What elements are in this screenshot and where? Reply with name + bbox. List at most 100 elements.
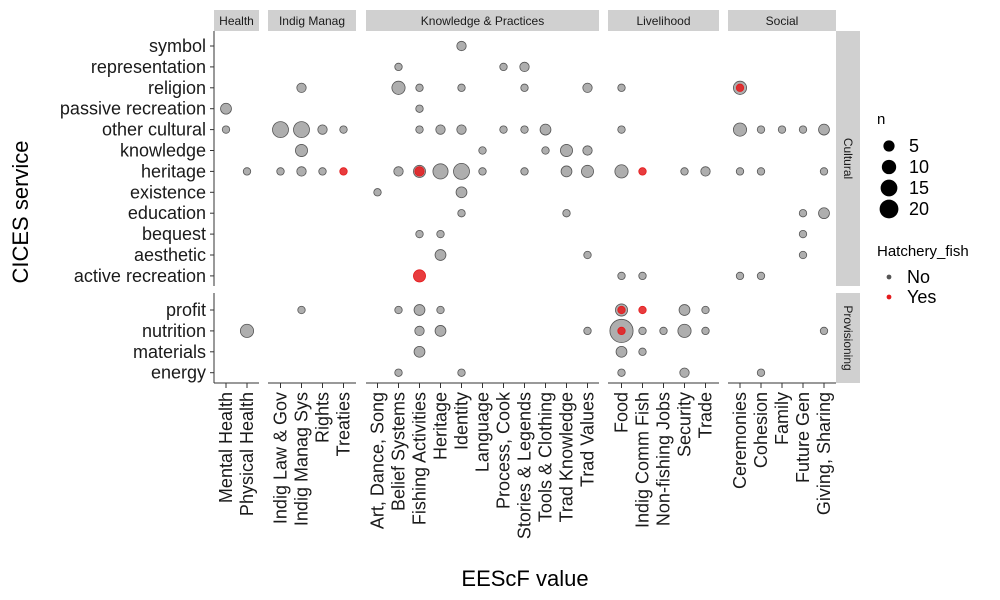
data-point — [221, 125, 231, 134]
data-point — [394, 62, 403, 72]
facet-strip-label: Health — [219, 14, 254, 28]
data-point — [617, 326, 626, 336]
data-point — [756, 368, 766, 377]
x-tick-label: Food — [612, 392, 632, 433]
data-point — [415, 229, 424, 239]
data-point — [732, 122, 748, 137]
legend-color-marker — [886, 294, 892, 300]
data-point — [581, 164, 594, 178]
data-point — [296, 82, 307, 93]
x-tick-label: Indig Law & Gov — [271, 392, 291, 524]
data-point — [456, 124, 467, 135]
data-point — [583, 250, 592, 260]
x-tick-label: Rights — [313, 392, 333, 443]
data-point — [373, 188, 382, 197]
data-point — [339, 125, 348, 134]
legend-color-label: No — [907, 267, 930, 287]
data-point — [638, 271, 647, 281]
y-tick-label: active recreation — [74, 266, 206, 286]
data-point — [457, 368, 466, 377]
x-tick-label: Belief Systems — [389, 392, 409, 511]
y-tick-label: existence — [130, 182, 206, 202]
data-point — [583, 326, 592, 336]
x-tick-label: Tools & Clothing — [536, 392, 556, 522]
data-point — [677, 323, 692, 338]
legend-size-label: 10 — [909, 157, 929, 177]
data-point — [455, 186, 468, 199]
data-point — [276, 167, 285, 176]
x-tick-label: Identity — [452, 392, 472, 450]
data-point — [777, 125, 787, 134]
data-point — [413, 345, 426, 358]
data-point — [582, 145, 593, 156]
facet-strip-label: Indig Manag — [279, 14, 345, 28]
data-point — [798, 209, 808, 218]
data-point — [520, 83, 529, 92]
y-tick-label: other cultural — [102, 120, 206, 140]
x-tick-label: Physical Health — [237, 392, 257, 516]
data-point — [756, 167, 766, 176]
data-point — [701, 326, 710, 336]
data-point — [339, 167, 348, 176]
data-point — [457, 83, 466, 92]
data-point — [520, 167, 529, 176]
legend-size-marker — [883, 140, 895, 152]
data-point — [415, 104, 424, 113]
y-tick-label: aesthetic — [134, 245, 206, 265]
facet-strip-label: Cultural — [841, 138, 855, 179]
data-point — [434, 325, 447, 337]
x-tick-label: Heritage — [431, 392, 451, 460]
data-point — [638, 305, 647, 315]
legend-size-label: 20 — [909, 199, 929, 219]
data-point — [756, 271, 766, 281]
y-tick-label: bequest — [142, 224, 206, 244]
data-point — [700, 166, 711, 177]
data-point — [434, 249, 447, 261]
data-point — [457, 209, 466, 218]
legend-size-marker — [880, 179, 898, 197]
data-point — [317, 124, 328, 135]
data-point — [617, 125, 626, 134]
legend-size-label: 15 — [909, 178, 929, 198]
data-point — [678, 304, 691, 316]
data-point — [562, 209, 571, 218]
data-point — [296, 166, 307, 177]
data-point — [242, 167, 252, 176]
data-point — [560, 144, 573, 157]
facet-strip-indig-manag — [268, 10, 356, 31]
data-point — [756, 125, 766, 134]
data-point — [798, 125, 808, 134]
data-point — [617, 368, 626, 377]
y-tick-label: energy — [151, 363, 206, 383]
y-tick-label: passive recreation — [60, 99, 206, 119]
x-tick-label: Future Gen — [793, 392, 813, 483]
x-tick-label: Family — [772, 392, 792, 445]
legend-size-marker — [881, 159, 897, 175]
data-point — [735, 83, 745, 92]
data-point — [582, 82, 593, 93]
data-point — [413, 269, 426, 283]
data-point — [539, 123, 552, 136]
legend-size-title: n — [877, 111, 885, 128]
legend-size-label: 5 — [909, 136, 919, 156]
x-tick-label: Cohesion — [751, 392, 771, 468]
x-tick-label: Indig Manag Sys — [292, 392, 312, 526]
x-tick-label: Security — [675, 392, 695, 457]
x-tick-label: Trad Knowledge — [557, 392, 577, 522]
data-points — [220, 40, 830, 378]
x-tick-label: Process, Cook — [494, 391, 514, 509]
data-point — [435, 124, 446, 135]
data-point — [318, 167, 327, 176]
data-point — [798, 250, 808, 260]
x-tick-label: Trade — [696, 392, 716, 438]
data-point — [239, 323, 255, 338]
y-tick-label: profit — [166, 300, 206, 320]
y-tick-label: heritage — [141, 161, 206, 181]
data-point — [541, 146, 550, 155]
x-axis-title: EEScF value — [461, 566, 588, 591]
data-point — [295, 144, 308, 157]
y-axis-title: CICES service — [8, 140, 33, 283]
data-point — [436, 305, 445, 315]
